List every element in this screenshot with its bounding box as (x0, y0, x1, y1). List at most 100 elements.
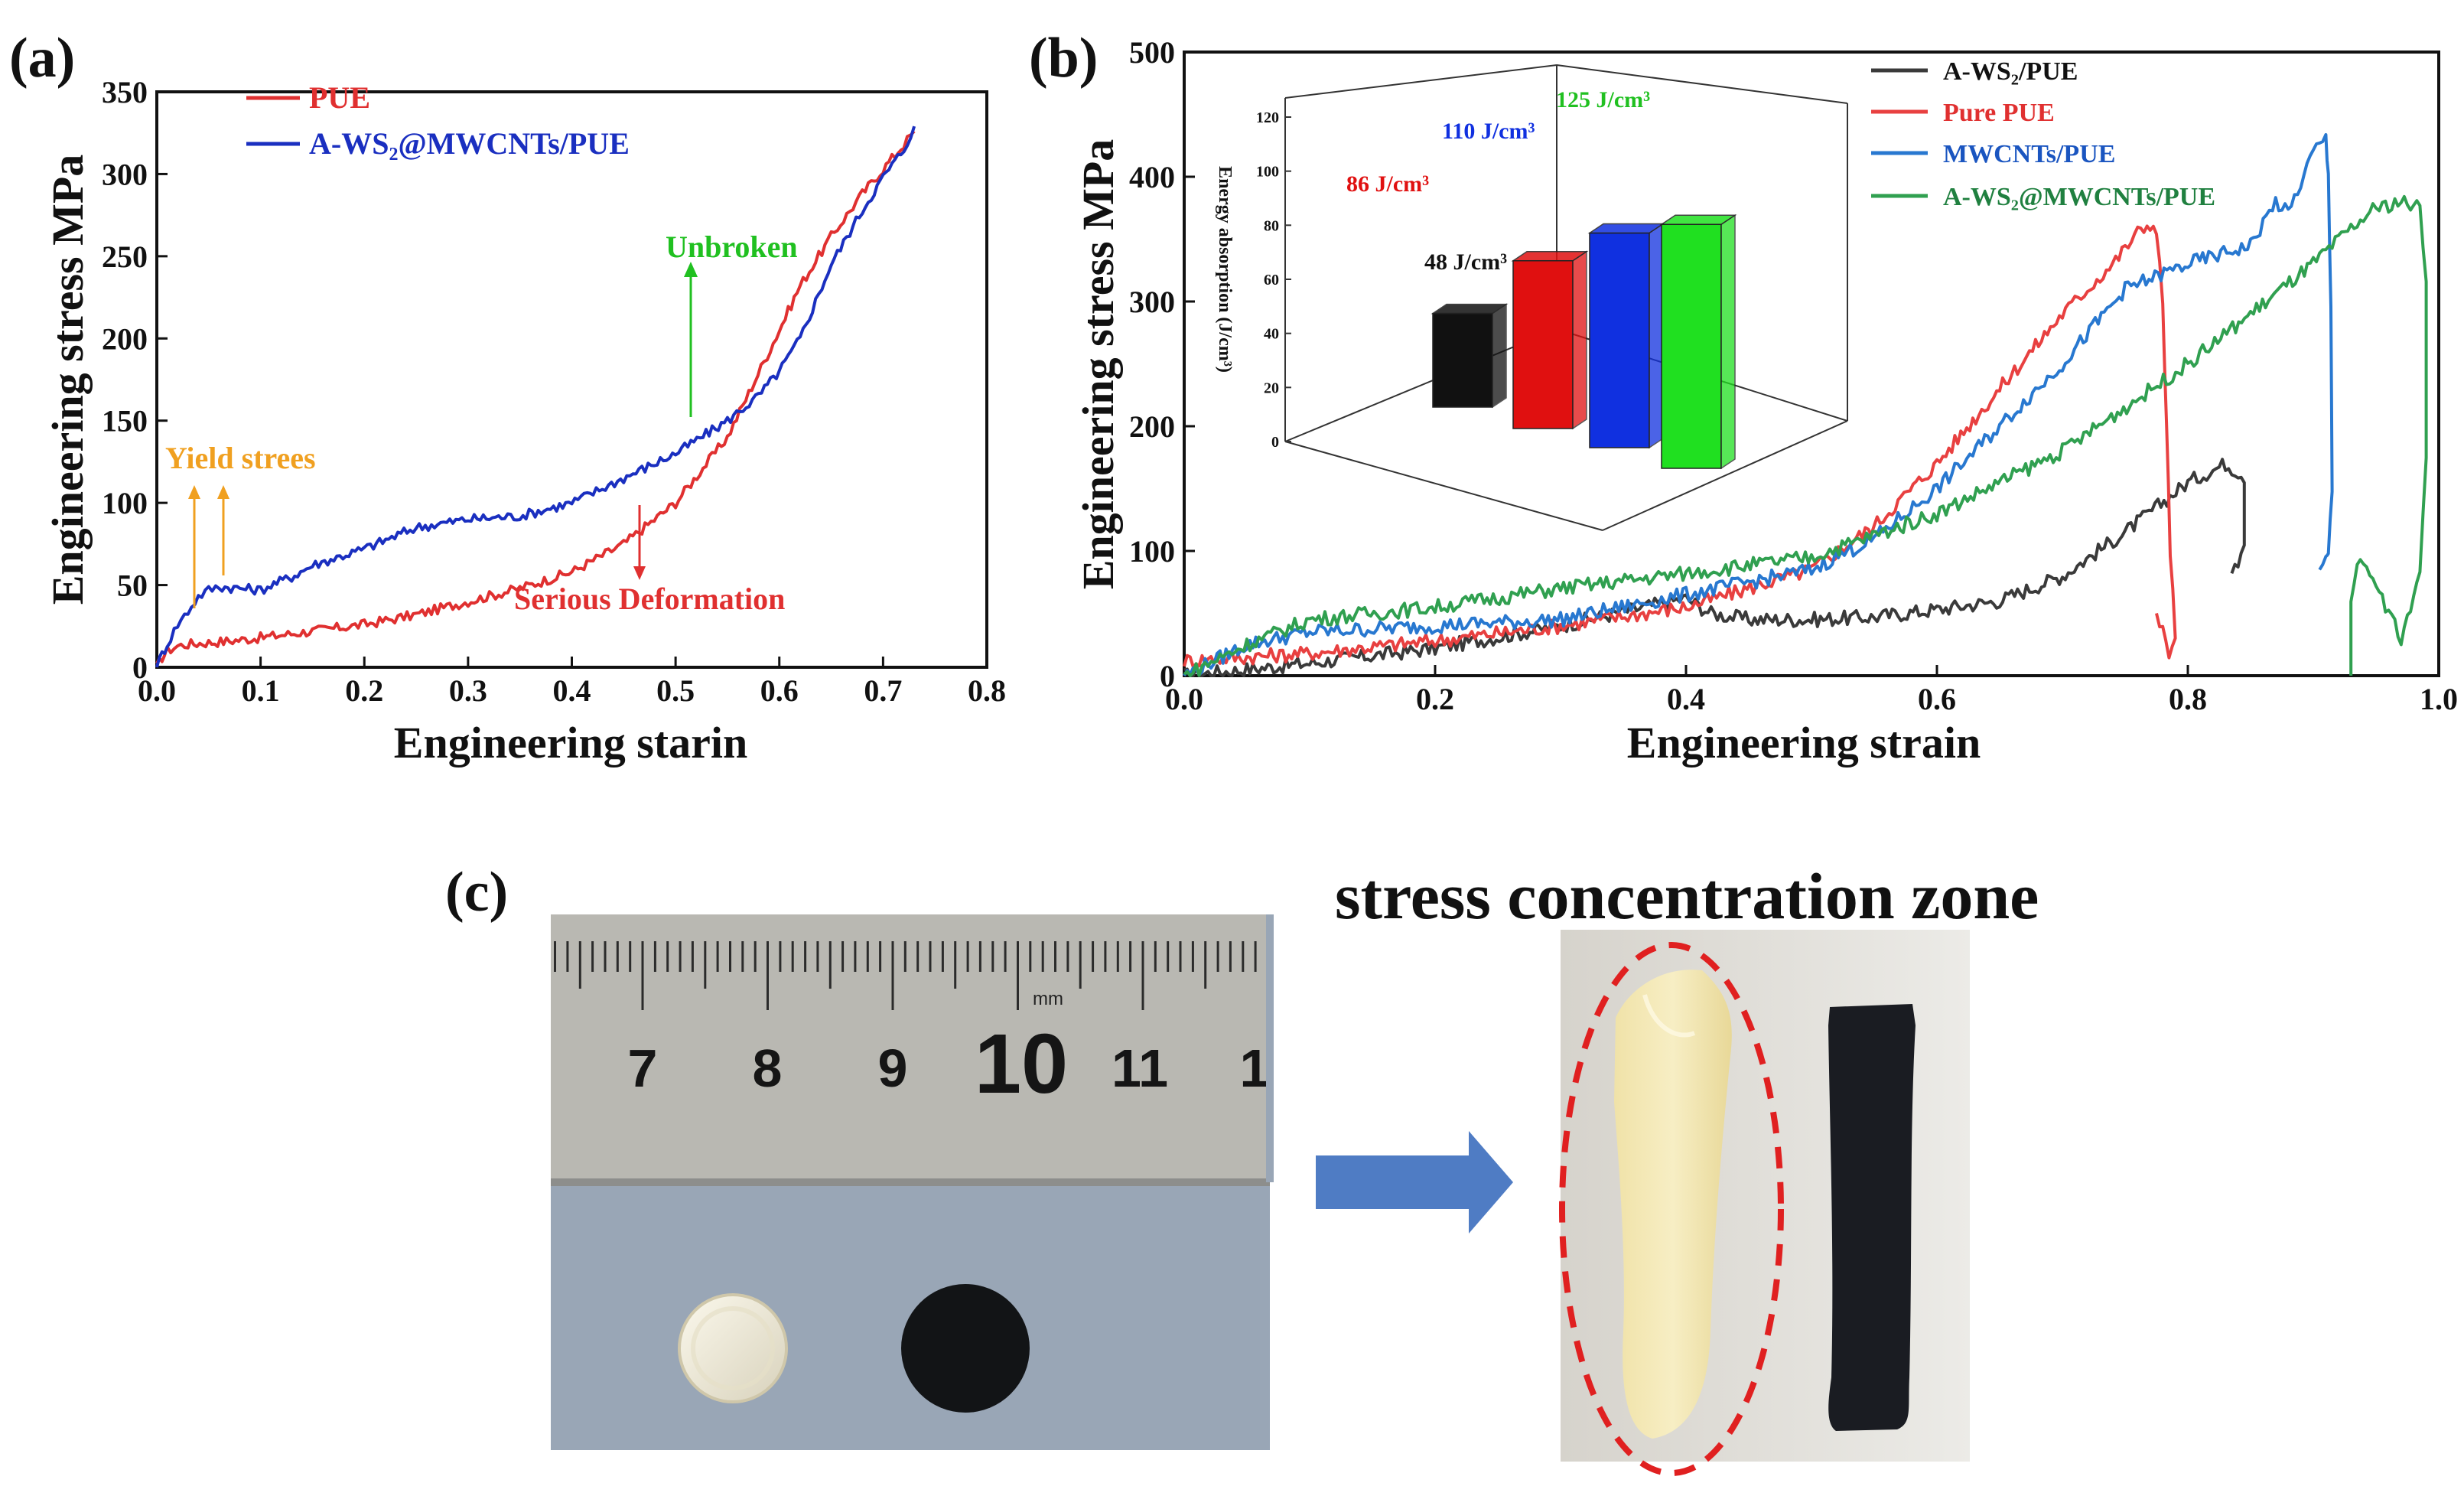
ruler-number-8: 8 (753, 1038, 783, 1098)
inset-ytick-label: 100 (1256, 164, 1279, 181)
inset-ytick-label: 0 (1271, 434, 1279, 451)
panel-b-series-line-1 (1183, 224, 2177, 669)
panel-b-xlabel: Engineering strain (1627, 718, 1981, 768)
deformation-photo (1559, 930, 1970, 1476)
annotation-yield-strees: Yield strees (165, 441, 316, 475)
legend-label-aws2-pue: A-WS₂/PUE (1943, 57, 2078, 86)
yield-arrowhead-2 (217, 485, 229, 499)
panel-a-xtick-label: 0.2 (345, 673, 383, 708)
inset-value-label: 125 J/cm³ (1556, 87, 1650, 112)
panel-b-series-line-0 (1183, 458, 2246, 677)
inset-bar-86 (1511, 250, 1589, 430)
ruler-edge (551, 1178, 1270, 1186)
ruler-unit-mm: mm (1033, 989, 1063, 1009)
inset-bar-front (1432, 312, 1493, 408)
ruler-number-11: 11 (1112, 1038, 1168, 1098)
panel-a-xtick-label: 0.3 (449, 673, 487, 708)
inset-ytick-label: 120 (1256, 109, 1279, 126)
panel-a-ytick-label: 100 (102, 486, 148, 520)
inset-bar-48 (1431, 303, 1509, 409)
inset-ytick-label: 40 (1264, 326, 1279, 343)
panel-b-xtick-label: 0.4 (1667, 682, 1705, 716)
yield-arrowhead-1 (188, 485, 200, 499)
inset-bar-110 (1587, 223, 1665, 449)
inset-bar-top (1659, 214, 1737, 225)
inset-y-axis: 0 20 40 60 80 100 120 (1256, 109, 1291, 451)
legend-label-pue: PUE (309, 80, 370, 115)
panel-a-ytick-label: 250 (102, 240, 148, 274)
panel-b-xtick-label: 1.0 (2420, 682, 2458, 716)
panel-b-ytick-label: 400 (1129, 160, 1175, 194)
ruler-number-7: 7 (628, 1038, 658, 1098)
panel-c-label: (c) (445, 861, 508, 924)
panel-b-xtick-label: 0.2 (1416, 682, 1454, 716)
unbroken-arrowhead (684, 262, 698, 277)
legend-label-pure-pue: Pure PUE (1943, 99, 2055, 127)
panel-a-xtick-label: 0.4 (553, 673, 591, 708)
inset-bar-top (1587, 223, 1665, 234)
panel-b-xtick-label: 0.6 (1918, 682, 1956, 716)
panel-a-xtick-label: 0.5 (656, 673, 695, 708)
panel-a-xtick-label: 0.7 (864, 673, 902, 708)
panel-b-ytick-label: 0 (1160, 659, 1175, 693)
energy-absorption-inset: 0 20 40 60 80 100 120 Energy absorption (J/cm³… (1215, 64, 1848, 531)
panel-a-xlabel: Engineering starin (394, 718, 747, 768)
panel-b-ytick-label: 500 (1129, 35, 1175, 70)
panel-b-ytick-label: 300 (1129, 285, 1175, 319)
inset-value-label: 110 J/cm³ (1442, 119, 1535, 144)
ruler-crop (1266, 914, 1274, 1182)
inset-bar-top (1511, 250, 1589, 262)
inset-bar-side (1572, 250, 1587, 430)
black-composite-strip (1828, 1004, 1916, 1431)
panel-b-xtick-label: 0.8 (2169, 682, 2207, 716)
panel-b-ytick-label: 200 (1129, 409, 1175, 444)
legend-label-aws2-mwcnts-pue: A-WS₂@MWCNTs/PUE (309, 126, 630, 161)
inset-bar-front (1512, 259, 1574, 429)
transparent-pue-strip (1614, 970, 1732, 1439)
panel-a-ytick-label: 200 (102, 321, 148, 356)
inset-bar-front (1661, 223, 1722, 469)
panel-a-label: (a) (9, 27, 75, 90)
inset-ytick-label: 60 (1264, 272, 1279, 288)
panel-b-label: (b) (1029, 27, 1098, 90)
strip-highlight (1642, 994, 1696, 1038)
panel-c: (c) stress concentration zone mm 7 8 9 1… (445, 859, 2039, 1476)
inset-ytick-label: 20 (1264, 380, 1279, 396)
panel-a-ytick-label: 150 (102, 404, 148, 438)
deformation-arrowhead (633, 566, 646, 580)
panel-a-ytick-label: 300 (102, 157, 148, 191)
annotation-unbroken: Unbroken (666, 230, 798, 264)
inset-bar-front (1589, 232, 1650, 448)
stress-concentration-ellipse (1559, 942, 1784, 1476)
panel-a-xtick-label: 0.6 (760, 673, 799, 708)
panel-a-ytick-label: 50 (117, 569, 148, 603)
stress-concentration-heading: stress concentration zone (1335, 859, 2039, 933)
right-arrow (1316, 1131, 1513, 1234)
panel-a-series-line-0 (155, 130, 916, 664)
panel-b-series (1183, 132, 2428, 677)
panel-a-ylabel: Engineering stress MPa (43, 155, 93, 605)
inset-ytick-label: 80 (1264, 217, 1279, 234)
panel-b-series-line-2 (1183, 132, 2334, 676)
panel-a-xtick-label: 0.1 (242, 673, 280, 708)
panel-b-plot-frame (1183, 51, 2440, 677)
panel-a-ytick-label: 0 (132, 650, 148, 685)
panel-b-xtick-label: 0.0 (1165, 682, 1203, 716)
inset-bar-125 (1659, 213, 1737, 470)
ruler-number-9: 9 (878, 1038, 908, 1098)
steel-ruler (551, 914, 1270, 1182)
panel-a: (a) 0.0 0.1 0.2 0.3 0.4 0.5 0.6 0.7 0.8 0 50 100 150… (9, 27, 1006, 768)
inset-value-label: 86 J/cm³ (1346, 171, 1429, 197)
inset-bar-side (1492, 303, 1507, 409)
ruler-number-12-partial: 1 (1240, 1038, 1270, 1098)
panel-a-axes: 0.0 0.1 0.2 0.3 0.4 0.5 0.6 0.7 0.8 0 50 100 150 200 2… (102, 75, 1006, 708)
inset-bar-side (1720, 213, 1736, 470)
specimen-photo: mm 7 8 9 10 11 1 (551, 914, 1274, 1450)
transparent-disc-highlight (691, 1306, 775, 1390)
panel-b-ylabel: Engineering stress MPa (1073, 139, 1123, 590)
panel-a-ytick-label: 350 (102, 75, 148, 109)
panel-a-xtick-label: 0.0 (138, 673, 176, 708)
